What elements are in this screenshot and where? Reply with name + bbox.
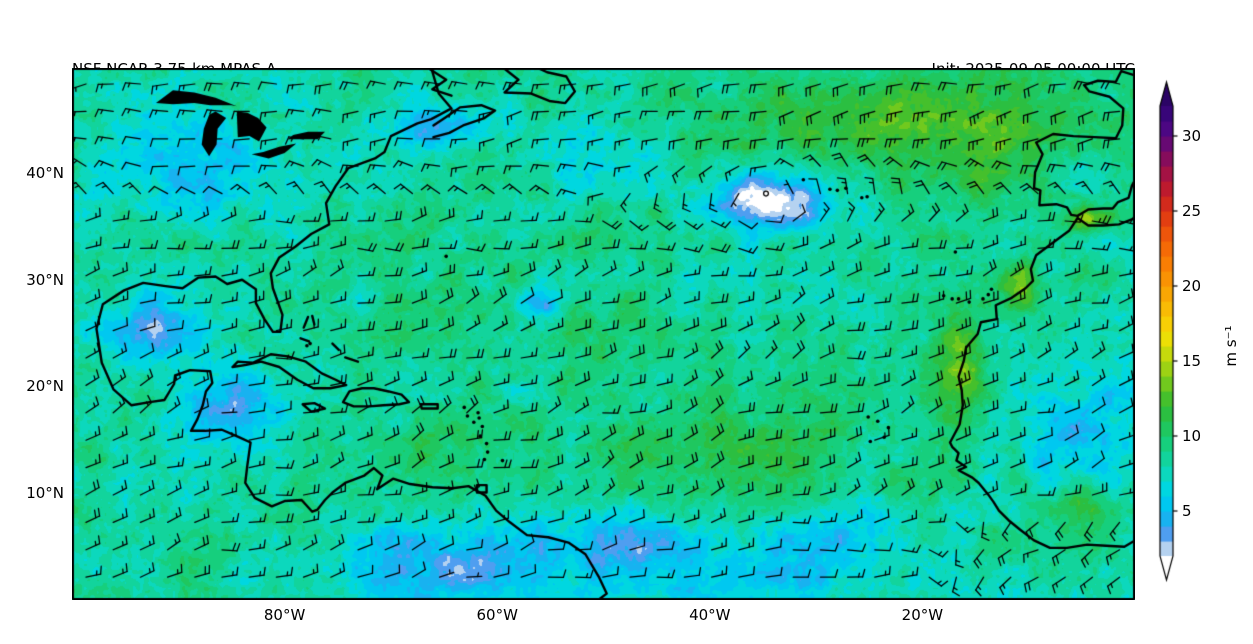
colorbar xyxy=(1155,76,1185,588)
x-tick-label: 40°W xyxy=(689,606,731,624)
y-tick-label: 10°N xyxy=(26,483,64,502)
colorbar-tick-label: 20 xyxy=(1182,277,1202,295)
colorbar-unit-label: m s⁻¹ xyxy=(1222,325,1240,367)
colorbar-canvas xyxy=(1155,76,1185,588)
map-plot-area xyxy=(72,68,1135,600)
y-tick-label: 40°N xyxy=(26,164,64,183)
wind-map-canvas xyxy=(72,68,1135,600)
colorbar-tick-label: 5 xyxy=(1182,502,1192,520)
colorbar-tick-label: 25 xyxy=(1182,202,1202,220)
x-tick-label: 20°W xyxy=(901,606,944,624)
y-tick-label: 20°N xyxy=(26,377,64,396)
x-tick-label: 60°W xyxy=(476,606,518,624)
y-tick-label: 30°N xyxy=(26,270,64,289)
colorbar-tick-label: 30 xyxy=(1182,127,1202,145)
colorbar-tick-label: 15 xyxy=(1182,352,1202,370)
colorbar-tick-label: 10 xyxy=(1182,427,1202,445)
x-tick-label: 80°W xyxy=(263,606,306,624)
